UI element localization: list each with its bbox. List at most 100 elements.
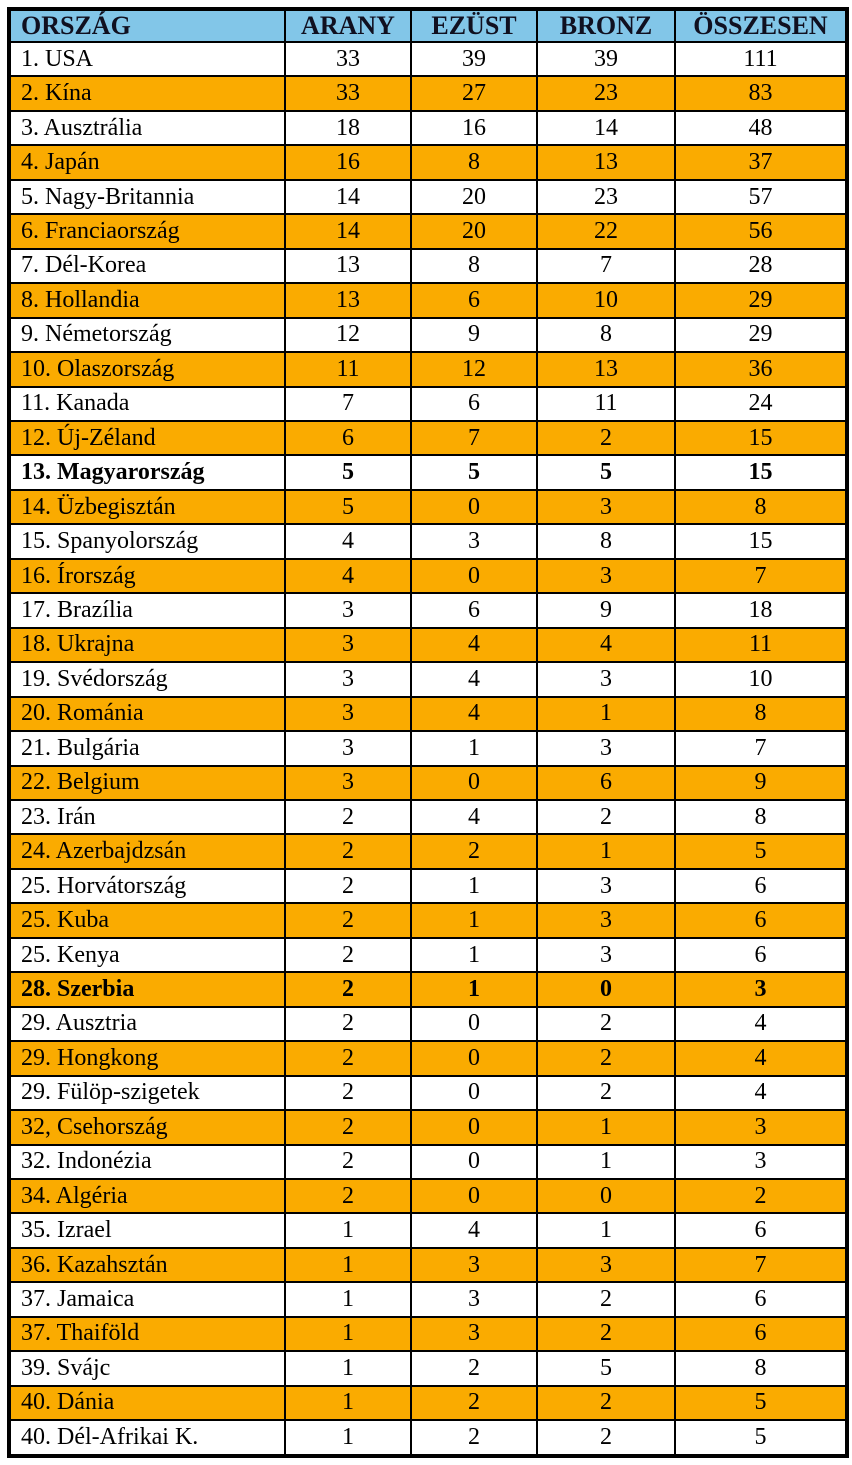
table-row: 28. Szerbia 2 1 0 3 — [8, 971, 848, 1008]
country-cell: 12. Új-Zéland — [8, 419, 286, 457]
table-row: 29. Fülöp-szigetek 2 0 2 4 — [8, 1074, 848, 1112]
bronze-cell: 3 — [536, 902, 676, 939]
silver-cell: 6 — [410, 592, 538, 629]
total-cell: 3 — [674, 971, 848, 1008]
country-cell: 20. Románia — [8, 695, 286, 733]
bronze-cell: 3 — [536, 730, 676, 767]
country-cell: 4. Japán — [8, 144, 286, 181]
gold-cell: 2 — [284, 867, 412, 905]
total-cell: 7 — [674, 1246, 848, 1284]
bronze-cell: 2 — [536, 1005, 676, 1043]
country-cell: 37. Jamaica — [8, 1281, 286, 1318]
total-cell: 5 — [674, 1419, 848, 1457]
gold-cell: 3 — [284, 730, 412, 767]
gold-cell: 1 — [284, 1350, 412, 1387]
silver-cell: 1 — [410, 971, 538, 1008]
table-row: 23. Irán 2 4 2 8 — [8, 798, 848, 836]
total-cell: 56 — [674, 213, 848, 250]
silver-cell: 12 — [410, 351, 538, 388]
bronze-cell: 3 — [536, 1246, 676, 1284]
total-cell: 29 — [674, 316, 848, 354]
silver-cell: 1 — [410, 936, 538, 974]
table-row: 29. Ausztria 2 0 2 4 — [8, 1005, 848, 1043]
gold-cell: 5 — [284, 488, 412, 526]
table-row: 11. Kanada 7 6 11 24 — [8, 385, 848, 422]
medal-table: ORSZÁG ARANY EZÜST BRONZ ÖSSZESEN 1. USA… — [7, 7, 849, 1458]
silver-cell: 9 — [410, 316, 538, 354]
medal-table-body: 1. USA 33 39 39 111 2. Kína 33 27 23 83 3. Ausztrá… — [8, 40, 848, 1457]
silver-cell: 2 — [410, 1384, 538, 1422]
table-row: 20. Románia 3 4 1 8 — [8, 695, 848, 733]
country-cell: 21. Bulgária — [8, 730, 286, 767]
country-cell: 23. Irán — [8, 798, 286, 836]
total-cell: 15 — [674, 454, 848, 491]
total-cell: 3 — [674, 1143, 848, 1180]
bronze-cell: 0 — [536, 971, 676, 1008]
country-cell: 29. Hongkong — [8, 1040, 286, 1077]
header-total: ÖSSZESEN — [674, 8, 848, 43]
bronze-cell: 1 — [536, 1109, 676, 1146]
header-bronze: BRONZ — [536, 8, 676, 43]
gold-cell: 18 — [284, 109, 412, 147]
table-row: 3. Ausztrália 18 16 14 48 — [8, 109, 848, 147]
bronze-cell: 8 — [536, 523, 676, 560]
total-cell: 83 — [674, 75, 848, 112]
country-cell: 11. Kanada — [8, 385, 286, 422]
gold-cell: 14 — [284, 178, 412, 216]
gold-cell: 2 — [284, 833, 412, 870]
gold-cell: 7 — [284, 385, 412, 422]
silver-cell: 4 — [410, 661, 538, 698]
header-silver: EZÜST — [410, 8, 538, 43]
table-row: 10. Olaszország 11 12 13 36 — [8, 351, 848, 388]
bronze-cell: 2 — [536, 1074, 676, 1112]
bronze-cell: 1 — [536, 1212, 676, 1249]
table-row: 22. Belgium 3 0 6 9 — [8, 764, 848, 801]
silver-cell: 4 — [410, 626, 538, 664]
bronze-cell: 23 — [536, 178, 676, 216]
bronze-cell: 4 — [536, 626, 676, 664]
country-cell: 2. Kína — [8, 75, 286, 112]
country-cell: 25. Horvátország — [8, 867, 286, 905]
bronze-cell: 5 — [536, 454, 676, 491]
country-cell: 9. Németország — [8, 316, 286, 354]
bronze-cell: 2 — [536, 1419, 676, 1457]
total-cell: 11 — [674, 626, 848, 664]
table-row: 25. Horvátország 2 1 3 6 — [8, 867, 848, 905]
bronze-cell: 13 — [536, 144, 676, 181]
bronze-cell: 13 — [536, 351, 676, 388]
total-cell: 36 — [674, 351, 848, 388]
table-row: 21. Bulgária 3 1 3 7 — [8, 730, 848, 767]
bronze-cell: 3 — [536, 936, 676, 974]
silver-cell: 0 — [410, 488, 538, 526]
gold-cell: 11 — [284, 351, 412, 388]
table-row: 16. Írország 4 0 3 7 — [8, 557, 848, 595]
silver-cell: 2 — [410, 1350, 538, 1387]
country-cell: 7. Dél-Korea — [8, 247, 286, 285]
silver-cell: 3 — [410, 1246, 538, 1284]
table-row: 6. Franciaország 14 20 22 56 — [8, 213, 848, 250]
header-country: ORSZÁG — [8, 8, 286, 43]
total-cell: 3 — [674, 1109, 848, 1146]
silver-cell: 1 — [410, 730, 538, 767]
gold-cell: 12 — [284, 316, 412, 354]
silver-cell: 4 — [410, 695, 538, 733]
gold-cell: 13 — [284, 247, 412, 285]
gold-cell: 33 — [284, 75, 412, 112]
total-cell: 37 — [674, 144, 848, 181]
total-cell: 111 — [674, 40, 848, 78]
gold-cell: 2 — [284, 936, 412, 974]
table-row: 17. Brazília 3 6 9 18 — [8, 592, 848, 629]
table-row: 18. Ukrajna 3 4 4 11 — [8, 626, 848, 664]
gold-cell: 3 — [284, 626, 412, 664]
total-cell: 6 — [674, 1212, 848, 1249]
table-row: 8. Hollandia 13 6 10 29 — [8, 282, 848, 319]
table-row: 40. Dél-Afrikai K. 1 2 2 5 — [8, 1419, 848, 1457]
country-cell: 14. Üzbegisztán — [8, 488, 286, 526]
country-cell: 24. Azerbajdzsán — [8, 833, 286, 870]
bronze-cell: 0 — [536, 1177, 676, 1215]
table-row: 24. Azerbajdzsán 2 2 1 5 — [8, 833, 848, 870]
gold-cell: 1 — [284, 1315, 412, 1353]
total-cell: 6 — [674, 1281, 848, 1318]
table-row: 25. Kuba 2 1 3 6 — [8, 902, 848, 939]
table-row: 5. Nagy-Britannia 14 20 23 57 — [8, 178, 848, 216]
